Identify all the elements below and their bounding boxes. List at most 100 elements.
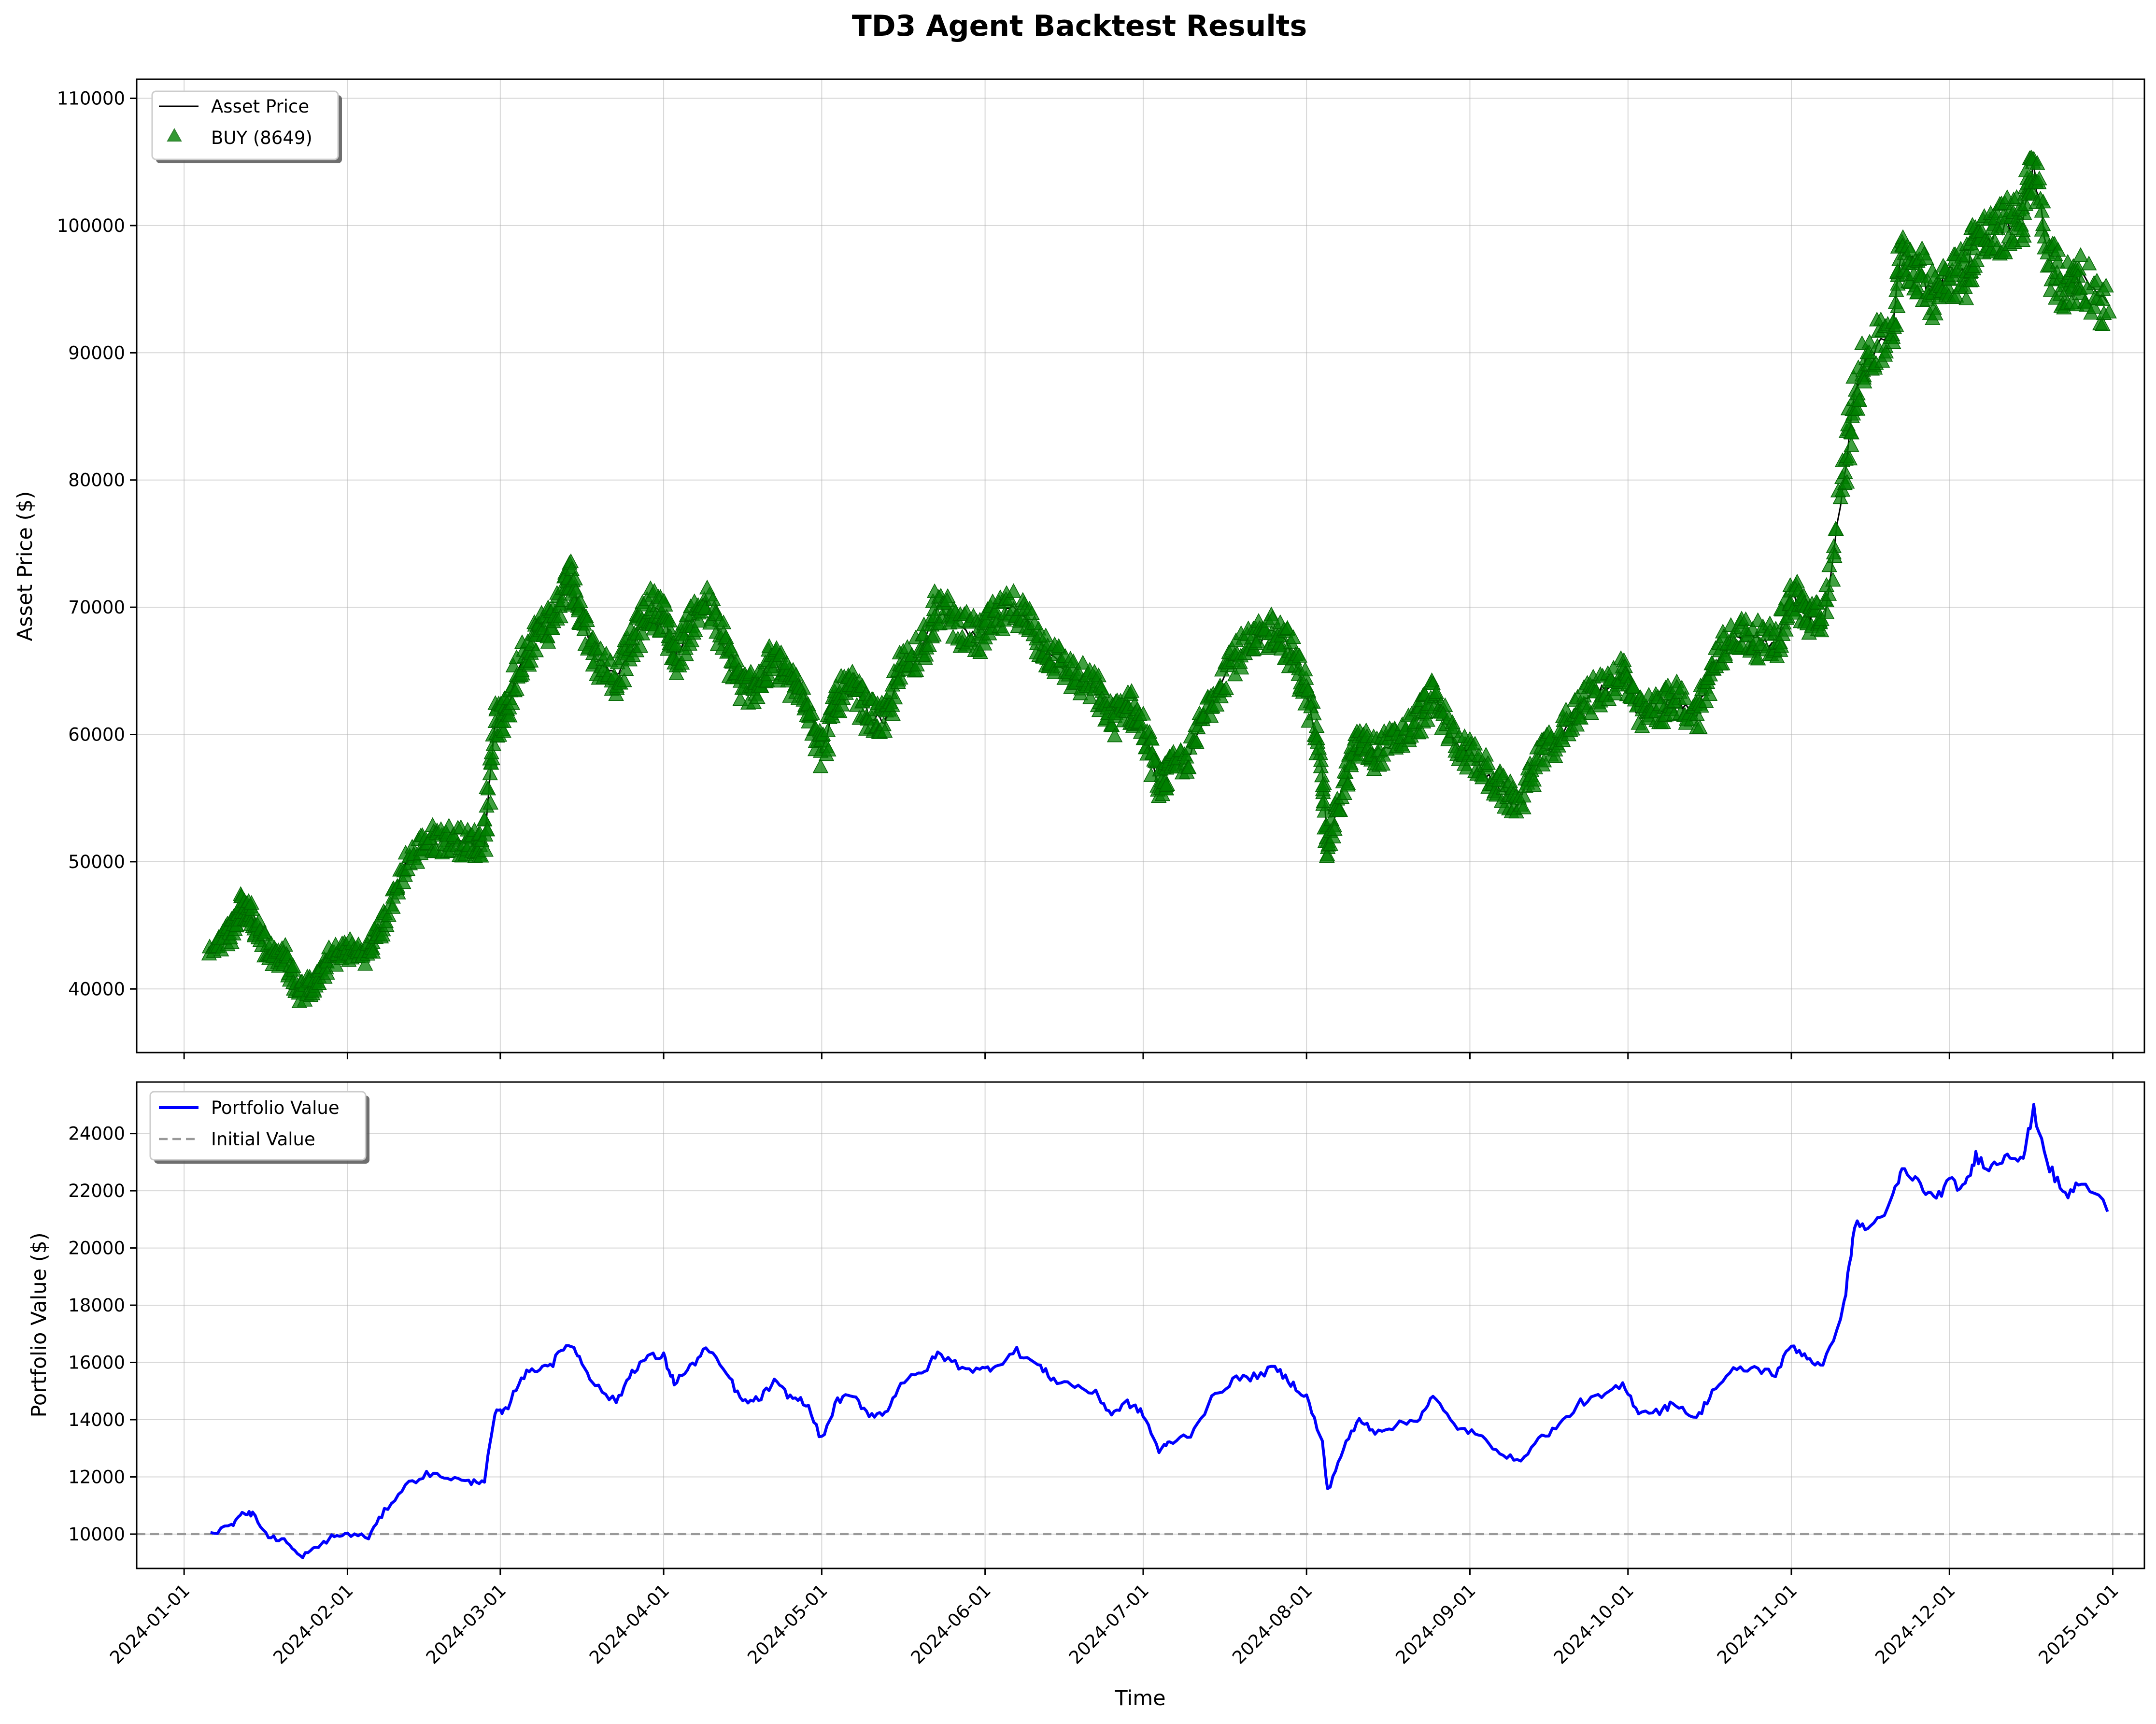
buy-marker [1082,689,1098,704]
buy-marker [1839,474,1855,489]
buy-marker [750,689,766,704]
buy-marker [1336,785,1352,800]
buy-marker [1144,731,1160,746]
buy-marker [1327,821,1343,836]
legend-buy-label: BUY (8649) [211,128,312,148]
buy-marker [1104,717,1120,732]
y-tick-label: 90000 [68,342,125,363]
buy-marker [820,722,836,737]
buy-marker [1146,752,1162,767]
buy-marker [926,627,942,642]
buy-marker [1315,777,1331,792]
buy-marker [1311,740,1327,755]
buy-marker [1413,724,1429,739]
y-tick-label: 100000 [57,215,125,236]
buy-marker [482,795,498,810]
buy-marker [2095,291,2111,306]
buy-marker [1024,605,1040,620]
buy-marker [319,965,335,980]
buy-marker [890,674,906,689]
buy-marker [1375,755,1391,771]
buy-marker [483,744,499,759]
buy-marker [1857,373,1872,389]
buy-marker [1773,638,1789,653]
buy-marker [1158,777,1174,792]
buy-marker [1065,653,1081,669]
buy-marker [2072,247,2089,262]
buy-marker [683,632,700,647]
buy-marker [243,895,259,910]
buy-marker [2070,268,2086,283]
buy-marker [656,593,672,608]
buy-marker [2035,216,2051,231]
buy-marker [1279,620,1295,635]
buy-marker [1203,708,1219,723]
buy-marker [1301,713,1317,728]
buy-marker [2086,299,2102,314]
y-tick-label: 12000 [68,1467,125,1487]
buy-marker [485,736,502,751]
buy-marker [1928,305,1943,321]
buy-marker [662,613,678,627]
buy-marker [1459,759,1475,775]
buy-marker [479,821,496,837]
buy-marker [1264,610,1281,625]
asset-price-y-ticks: 40000 50000 60000 70000 80000 90000 100000 1100… [57,88,137,999]
asset-price-x-ticks [183,1053,2114,1059]
buy-marker [375,926,391,942]
buy-marker [504,695,521,710]
buy-marker [691,613,707,628]
buy-marker [568,583,584,598]
y-tick-label: 50000 [68,852,125,872]
buy-marker [1825,572,1841,587]
buy-marker [779,655,795,670]
buy-marker [1778,622,1794,637]
buy-marker [1844,437,1859,452]
y-tick-label: 20000 [68,1238,125,1259]
buy-marker [1997,244,2013,259]
buy-marker [972,644,988,659]
buy-marker [528,642,544,657]
buy-marker [1878,343,1894,359]
buy-marker [2050,242,2066,257]
buy-marker [918,647,934,662]
buy-marker [257,926,273,941]
buy-marker [1677,690,1693,705]
portfolio-value-line [210,1103,2109,1559]
buy-marker [1909,285,1925,299]
buy-marker [634,626,651,641]
buy-marker [1573,710,1589,725]
buy-marker [1190,719,1206,734]
buy-marker [1208,697,1225,712]
buy-marker [1319,848,1335,863]
asset-price-legend: Asset Price BUY (8649) [151,90,342,163]
buy-marker [885,706,901,721]
buy-marker [668,665,684,681]
buy-marker [921,637,937,652]
buy-marker [2016,205,2032,220]
asset-price-panel: 40000 50000 60000 70000 80000 90000 100000 1100… [13,78,2145,1059]
buy-marker [1750,651,1766,666]
buy-marker [476,811,493,826]
buy-marker [674,655,690,670]
y-tick-label: 14000 [68,1410,125,1430]
buy-marker [1075,655,1091,670]
buy-marker [668,637,684,652]
buy-marker [576,621,592,636]
asset-price-legend-box [151,90,339,160]
buy-marker [390,884,406,900]
buy-marker [788,667,804,682]
buy-marker [1285,629,1301,644]
buy-marker [801,713,817,728]
buy-marker [1821,557,1837,572]
y-tick-label: 24000 [68,1124,125,1144]
buy-marker [1888,317,1904,332]
buy-marker [1689,706,1705,721]
asset-price-axes-frame [136,78,2145,1054]
buy-marker [1832,489,1848,504]
buy-marker [1050,638,1067,653]
buy-marker [1189,734,1205,749]
y-tick-label: 40000 [68,979,125,999]
buy-marker [1916,245,1932,261]
